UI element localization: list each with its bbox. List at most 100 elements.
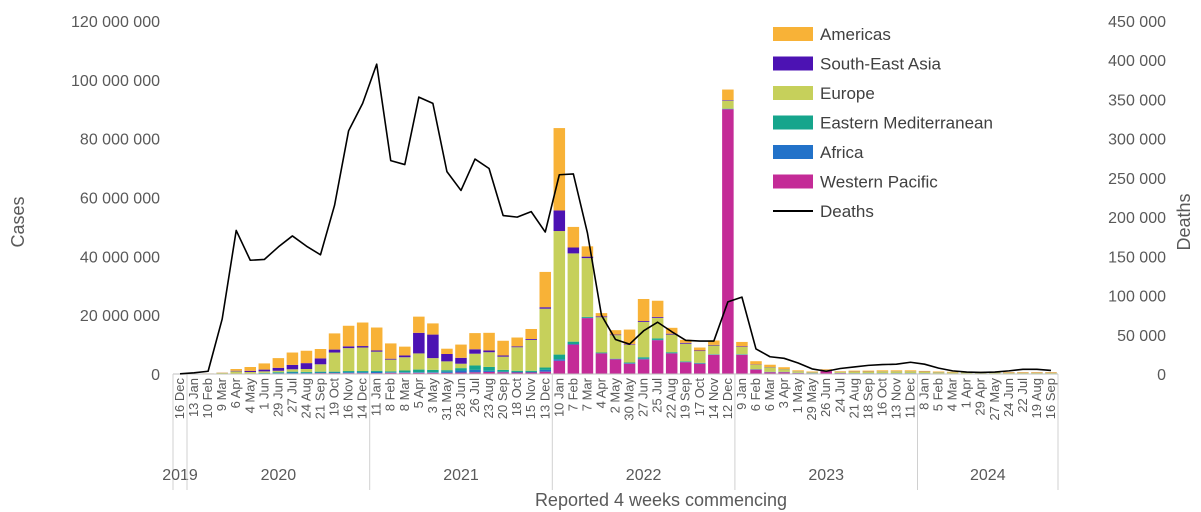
y-tick-label: 40 000 000 [80,249,160,266]
bar-europe-15 [384,359,397,372]
bar-africa-33 [637,358,650,360]
x-tick-label: 4 Apr [594,377,609,408]
bar-western-pacific-28 [567,344,580,374]
bar-western-pacific-20 [455,372,467,374]
bar-south-east-asia-10 [314,358,327,365]
bar-south-east-asia-21 [469,349,481,354]
bar-eastern-mediterranean-8 [286,371,299,373]
bar-americas-10 [314,349,327,359]
bar-americas-12 [342,325,355,347]
x-tick-label: 3 May [425,378,440,414]
bar-western-pacific-19 [441,372,453,374]
bar-europe-13 [356,347,369,372]
legend-label-south-east-asia: South-East Asia [820,55,942,74]
bar-europe-3 [216,372,228,374]
bar-americas-61 [1031,372,1043,373]
bar-americas-44 [792,370,804,372]
bar-western-pacific-25 [525,372,537,374]
bar-western-pacific-40 [736,354,748,374]
bar-europe-48 [848,371,861,374]
x-tick-label: 4 Mar [945,377,960,411]
bar-africa-9 [300,372,313,374]
bar-europe-12 [342,348,355,372]
bar-western-pacific-42 [764,372,776,374]
bar-europe-54 [932,372,945,374]
y-tick-label: 60 000 000 [80,191,160,208]
bar-americas-52 [904,370,917,372]
legend-label-deaths: Deaths [820,202,874,221]
x-tick-label: 31 May [439,378,454,421]
x-tick-label: 20 Sep [495,378,510,419]
deaths-line-layer [179,63,1052,375]
bar-africa-21 [469,369,481,373]
bar-eastern-mediterranean-14 [370,370,383,372]
x-tick-label: 12 Dec [720,378,735,420]
x-tick-label: 8 Jan [917,378,932,410]
x-tick-label: 21 Sep [313,378,328,419]
bar-western-pacific-15 [384,372,397,374]
bar-south-east-asia-6 [258,369,271,372]
bar-south-east-asia-23 [497,355,509,357]
bar-europe-47 [834,371,847,373]
bar-americas-34 [651,300,664,317]
y2-tick-label: 150 000 [1108,249,1166,266]
bar-south-east-asia-16 [399,355,411,358]
bar-south-east-asia-14 [370,350,383,352]
x-tick-label: 9 Mar [214,377,229,411]
x-tick-label: 13 Nov [889,378,904,420]
bar-western-pacific-32 [623,363,636,374]
deaths-line [179,63,1052,375]
bar-africa-15 [384,372,397,373]
legend-label-africa: Africa [820,143,864,162]
bar-western-pacific-26 [539,371,552,374]
y-tick-label: 120 000 000 [71,14,160,31]
bar-eastern-mediterranean-13 [356,371,369,373]
x-tick-label: 6 Mar [762,377,777,411]
bar-americas-20 [455,344,467,358]
legend-swatch-africa [773,145,813,159]
bar-europe-28 [567,253,580,342]
y2-tick-label: 100 000 [1108,289,1166,306]
legend-label-eastern-mediterranean: Eastern Mediterranean [820,114,993,133]
x-tick-label: 11 Dec [903,378,918,419]
y-tick-label: 0 [151,367,160,384]
bars-layer [202,89,1057,374]
bar-south-east-asia-39 [722,100,734,101]
x-tick-label: 27 Jul [284,378,299,413]
bar-europe-20 [455,363,467,369]
x-tick-label: 28 Jun [453,378,468,417]
bar-south-east-asia-24 [511,346,523,348]
x-tick-label: 29 Apr [973,377,988,415]
bar-europe-53 [918,371,931,374]
bar-europe-36 [679,343,692,362]
bar-europe-38 [708,345,720,355]
legend-label-americas: Americas [820,25,891,44]
bar-south-east-asia-37 [694,350,706,352]
x-tick-label: 24 Jul [832,378,847,413]
bar-eastern-mediterranean-29 [581,316,594,318]
bar-europe-4 [230,371,242,374]
bar-americas-55 [946,371,959,373]
bar-americas-29 [581,246,594,257]
bar-americas-13 [356,322,369,347]
x-tick-label: 4 May [242,378,257,414]
bar-europe-9 [300,369,313,372]
bar-south-east-asia-34 [651,316,664,318]
bar-americas-59 [1003,372,1015,373]
bar-americas-4 [230,369,242,371]
bar-americas-47 [834,371,847,372]
bar-eastern-mediterranean-26 [539,367,552,370]
y2-tick-label: 200 000 [1108,210,1166,227]
x-tick-label: 8 Mar [397,377,412,411]
bar-africa-20 [455,370,467,373]
bar-eastern-mediterranean-24 [511,370,523,372]
bar-africa-22 [483,370,495,372]
legend-swatch-europe [773,86,813,100]
bar-americas-25 [525,328,537,339]
bar-europe-29 [581,258,594,317]
bar-eastern-mediterranean-21 [469,365,481,370]
bar-eastern-mediterranean-17 [413,369,425,373]
bar-americas-43 [778,367,790,369]
bar-south-east-asia-31 [609,334,622,336]
bar-europe-10 [314,364,327,372]
